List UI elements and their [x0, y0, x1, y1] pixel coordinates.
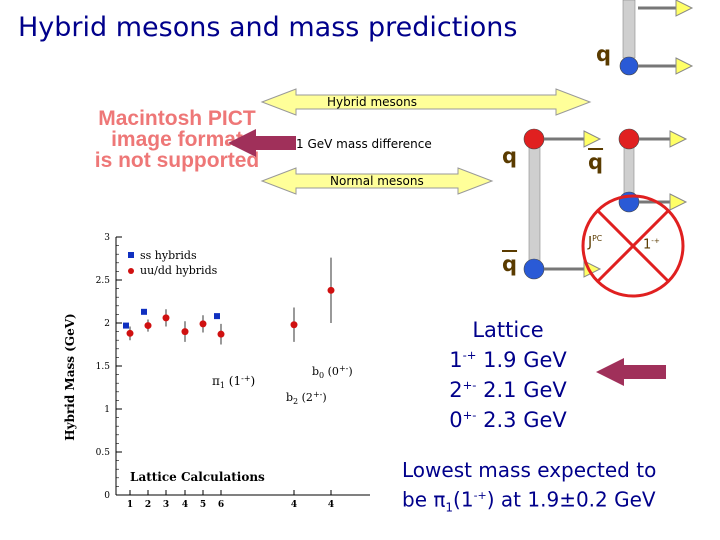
- top-quark-dot: [619, 56, 639, 76]
- pict-placeholder: Macintosh PICT image format is not suppo…: [92, 108, 262, 171]
- conclusion-line-1: Lowest mass expected to: [402, 458, 657, 482]
- quark-label: q: [502, 144, 518, 168]
- lattice-row: 2+- 2.1 GeV: [449, 378, 567, 402]
- lattice-row: 1-+ 1.9 GeV: [449, 348, 567, 372]
- uudd-hybrid-point: [181, 328, 189, 336]
- y-tick-label: 3: [104, 233, 110, 243]
- y-tick-label: 1.5: [96, 362, 111, 372]
- uudd-hybrid-point: [327, 286, 335, 294]
- lattice-row: 0+- 2.3 GeV: [449, 408, 567, 432]
- uudd-hybrid-point: [290, 321, 298, 329]
- lattice-heading: Lattice: [472, 318, 544, 342]
- y-tick-label: 0.5: [96, 448, 111, 458]
- x-tick-label: 4: [291, 500, 297, 510]
- quark-label-top: q: [596, 42, 612, 66]
- uudd-hybrid-point: [199, 320, 207, 328]
- pict-line-1: Macintosh PICT: [98, 107, 256, 130]
- x-tick-label: 4: [328, 500, 334, 510]
- forbidden-circle: [581, 194, 685, 298]
- conclusion-text: Lowest mass expected to be π1(1-+) at 1.…: [402, 457, 712, 521]
- hybrid-mesons-label: Hybrid mesons: [327, 95, 417, 109]
- pi1-annotation: π1 (1-+): [212, 374, 255, 390]
- y-tick-label: 2.5: [96, 276, 111, 286]
- forbidden-jpc: 1-+: [643, 236, 660, 253]
- antiquark-label-right: q: [588, 150, 604, 174]
- quark-spin-arrow: [583, 130, 602, 148]
- pict-line-2: image format: [111, 128, 243, 151]
- page-title: Hybrid mesons and mass predictions: [18, 12, 518, 43]
- gluon-string: [528, 142, 541, 266]
- x-tick-label: 3: [163, 500, 169, 510]
- antiquark-label: q: [502, 252, 518, 276]
- normal-mesons-label: Normal mesons: [330, 174, 424, 188]
- quark-dot: [523, 128, 545, 150]
- y-tick-label: 0: [104, 491, 110, 501]
- pict-line-3: is not supported: [94, 149, 260, 172]
- ss-hybrid-point: [123, 322, 129, 329]
- y-tick-label: 1: [104, 405, 110, 415]
- x-tick-label: 1: [127, 500, 133, 510]
- legend-uudd-label: uu/dd hybrids: [140, 264, 218, 277]
- uudd-hybrid-point: [144, 322, 152, 330]
- ss-hybrid-point: [214, 313, 220, 320]
- top-gluon-string: [622, 0, 636, 59]
- forbidden-slash-2: [596, 209, 670, 283]
- jpc-label: JPC: [588, 234, 603, 251]
- b0-annotation: b0 (0+-): [312, 364, 353, 380]
- legend-ss-label: ss hybrids: [140, 249, 197, 262]
- normal-arrow: [260, 167, 494, 195]
- chart-marks: [123, 257, 335, 345]
- chart-footer: Lattice Calculations: [130, 470, 265, 484]
- hybrid-arrow: [260, 88, 592, 116]
- y-tick-label: 2: [104, 319, 110, 329]
- chart-ticks: 0 0.5 1 1.5 2 2.5 3 1 2 3 4 5 6 4 4: [96, 233, 334, 510]
- antiquark-dot: [523, 258, 545, 280]
- ss-hybrid-point: [141, 308, 147, 315]
- mass-difference-label: 1 GeV mass difference: [296, 137, 432, 151]
- y-axis-label: Hybrid Mass (GeV): [63, 313, 77, 440]
- lattice-predictions: Lattice 1-+ 1.9 GeV 2+- 2.1 GeV 0+- 2.3 …: [418, 318, 598, 433]
- right-quark-dot: [618, 128, 640, 150]
- top-spin-arrow: [675, 57, 694, 75]
- x-tick-label: 6: [218, 500, 224, 510]
- x-tick-label: 4: [182, 500, 188, 510]
- uudd-hybrid-point: [162, 314, 170, 322]
- lattice-arrow: [596, 358, 666, 386]
- legend-ss-marker: [128, 252, 134, 258]
- x-tick-label: 2: [145, 500, 151, 510]
- right-gluon-string: [623, 142, 635, 200]
- b2-annotation: b2 (2+-): [286, 390, 327, 406]
- legend-uudd-marker: [128, 268, 134, 274]
- conclusion-line-2: be π1(1-+) at 1.9±0.2 GeV: [402, 487, 656, 515]
- mass-difference-arrow: [228, 129, 296, 157]
- x-tick-label: 5: [200, 500, 206, 510]
- uudd-hybrid-point: [217, 330, 225, 338]
- lattice-chart: 00.511.522.531 2 3 4 5 6 4 4 Hybrid Mass (GeV) …: [63, 233, 370, 510]
- uudd-hybrid-point: [126, 329, 134, 337]
